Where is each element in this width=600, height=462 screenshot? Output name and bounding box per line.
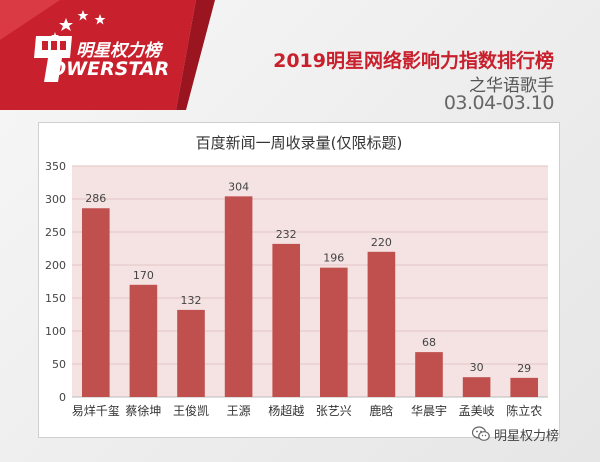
watermark-text: 明星权力榜 (494, 429, 560, 444)
data-label: 170 (133, 269, 154, 282)
bar (319, 267, 348, 397)
data-label: 30 (470, 361, 484, 374)
bar (129, 284, 158, 397)
y-tick-label: 250 (45, 226, 66, 239)
logo-english-text: OWERSTAR (50, 58, 170, 80)
page-subtitle: 之华语歌手 (469, 76, 554, 96)
y-tick-label: 350 (45, 160, 66, 173)
x-tick-label: 王源 (227, 404, 251, 418)
powerstar-logo: 明星权力榜 OWERSTAR (0, 0, 215, 110)
x-tick-label: 孟美岐 (459, 404, 495, 418)
x-tick-label: 鹿晗 (369, 403, 393, 418)
logo-chinese-text: 明星权力榜 (76, 41, 161, 61)
y-tick-label: 100 (45, 325, 66, 338)
data-label: 132 (181, 294, 202, 307)
data-label: 29 (517, 362, 531, 375)
bar (177, 309, 205, 397)
page-title: 2019明星网络影响力指数排行榜 (273, 50, 554, 72)
wechat-icon (472, 426, 490, 441)
data-label: 304 (228, 180, 249, 193)
data-label: 220 (371, 236, 392, 249)
y-tick-label: 0 (59, 391, 66, 404)
bar (462, 377, 491, 397)
x-tick-label: 杨超越 (268, 403, 304, 418)
bar (224, 196, 253, 397)
x-tick-label: 易烊千玺 (72, 404, 120, 418)
x-tick-label: 张艺兴 (316, 404, 352, 418)
bar (415, 352, 443, 397)
date-range: 03.04-03.10 (443, 92, 555, 114)
bar (367, 251, 396, 397)
x-tick-label: 华晨宇 (411, 404, 447, 418)
data-label: 286 (85, 192, 106, 205)
bar (81, 208, 110, 397)
data-label: 68 (422, 336, 436, 349)
bar (272, 243, 301, 397)
data-label: 232 (276, 228, 297, 241)
y-tick-label: 50 (52, 358, 66, 371)
y-tick-label: 300 (45, 193, 66, 206)
logo-graphic (0, 0, 215, 110)
x-tick-label: 陈立农 (506, 403, 542, 418)
bar (510, 377, 539, 397)
x-tick-label: 王俊凯 (173, 403, 209, 418)
data-label: 196 (323, 252, 344, 265)
y-tick-label: 200 (45, 259, 66, 272)
x-tick-label: 蔡徐坤 (125, 403, 161, 418)
y-tick-label: 150 (45, 292, 66, 305)
chart-title: 百度新闻一周收录量(仅限标题) (195, 134, 403, 152)
